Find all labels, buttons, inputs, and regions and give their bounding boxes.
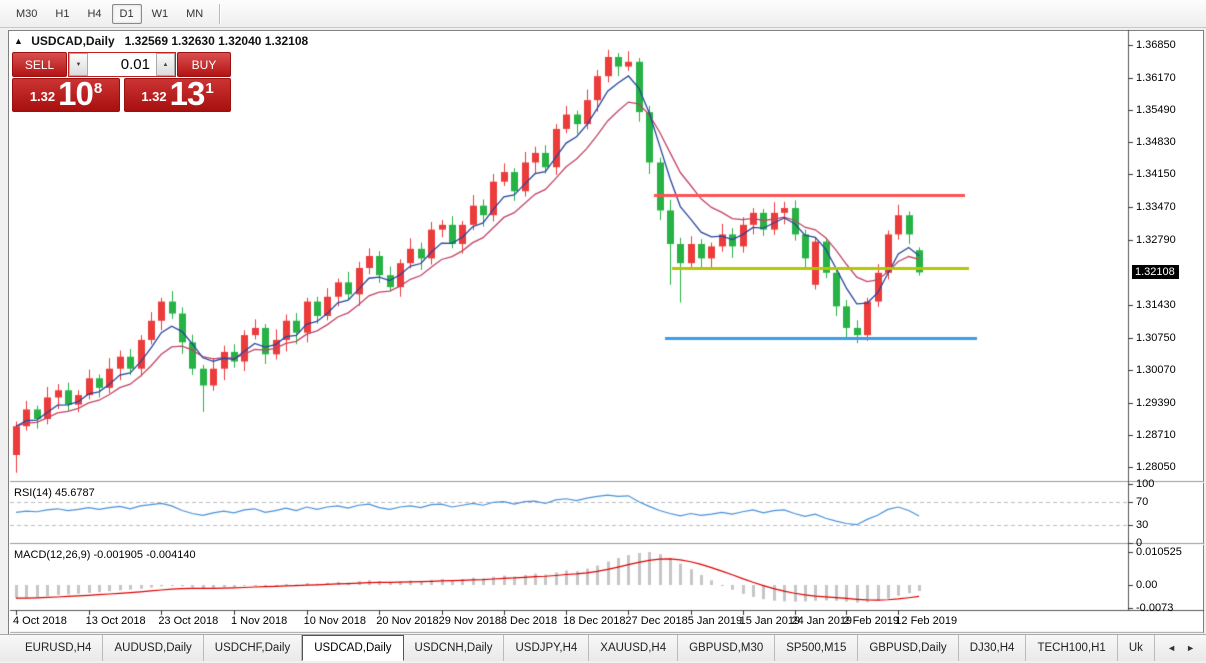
price-axis-tick: 1.36170 xyxy=(1136,71,1176,84)
macd-axis-tick: 0.010525 xyxy=(1136,545,1182,558)
tab-scroll-right[interactable]: ► xyxy=(1186,643,1195,653)
macd-axis-tick: 0.00 xyxy=(1136,579,1158,591)
symbol-tab-usdcnh[interactable]: USDCNH,Daily xyxy=(404,635,505,661)
sell-button[interactable]: SELL xyxy=(12,52,67,77)
time-axis-label: 27 Dec 2018 xyxy=(625,615,688,627)
rsi-axis-tick: 30 xyxy=(1136,519,1149,532)
one-click-trading-panel: SELL ▼ 0.01 ▲ BUY 1.32 10 8 1.32 13 1 xyxy=(12,52,231,112)
volume-increase-button[interactable]: ▲ xyxy=(156,53,175,76)
buy-price-point: 1 xyxy=(205,80,214,97)
symbol-tab-usdjpy[interactable]: USDJPY,H4 xyxy=(504,635,590,661)
symbol-tab-audusd[interactable]: AUDUSD,Daily xyxy=(103,635,204,661)
buy-price-pips: 13 xyxy=(169,75,206,112)
chart-title: ▲ USDCAD,Daily 1.32569 1.32630 1.32040 1… xyxy=(14,34,308,48)
symbol-direction-icon: ▲ xyxy=(14,36,23,46)
price-axis-tick: 1.30750 xyxy=(1136,331,1176,344)
time-axis-label: 24 Jan 2019 xyxy=(791,615,853,627)
buy-price-base: 1.32 xyxy=(141,89,167,104)
symbol-tab-tech100[interactable]: TECH100,H1 xyxy=(1026,635,1118,661)
sell-price-point: 8 xyxy=(93,80,103,97)
time-axis-label: 8 Dec 2018 xyxy=(500,615,558,627)
current-price-badge: 1.32108 xyxy=(1132,265,1179,280)
time-axis-label: 4 Oct 2018 xyxy=(13,615,67,627)
price-axis-tick: 1.36850 xyxy=(1136,39,1176,51)
time-axis-label: 29 Nov 2018 xyxy=(438,615,501,627)
price-axis-tick: 1.34830 xyxy=(1136,135,1176,148)
rsi-label: RSI(14) 45.6787 xyxy=(14,487,95,499)
symbol-tab-usdcad[interactable]: USDCAD,Daily xyxy=(302,635,404,661)
time-axis-label: 15 Jan 2019 xyxy=(739,615,801,627)
symbol-tab-uk[interactable]: Uk xyxy=(1118,635,1155,661)
symbol-tab-dj30[interactable]: DJ30,H4 xyxy=(959,635,1027,661)
time-axis-label: 18 Dec 2018 xyxy=(563,615,626,627)
price-axis-tick: 1.31430 xyxy=(1136,298,1176,311)
time-axis-label: 12 Feb 2019 xyxy=(895,615,958,627)
sell-price-button[interactable]: 1.32 10 8 xyxy=(12,75,120,112)
rsi-axis-tick: 70 xyxy=(1136,495,1149,508)
symbol-tab-xauusd[interactable]: XAUUSD,H4 xyxy=(589,635,679,661)
chart-title-ohlc: 1.32569 1.32630 1.32040 1.32108 xyxy=(124,34,309,48)
volume-decrease-button[interactable]: ▼ xyxy=(69,53,88,76)
macd-label: MACD(12,26,9) -0.001905 -0.004140 xyxy=(14,549,196,561)
time-axis-label: 13 Oct 2018 xyxy=(85,615,146,627)
symbol-tab-sp500[interactable]: SP500,M15 xyxy=(775,635,859,661)
price-axis-tick: 1.28050 xyxy=(1136,461,1176,473)
buy-price-button[interactable]: 1.32 13 1 xyxy=(124,75,231,112)
time-axis-label: 1 Nov 2018 xyxy=(230,615,288,627)
symbol-tab-bar: EURUSD,H4 AUDUSD,Daily USDCHF,Daily USDCAD,… xyxy=(0,634,1206,661)
time-axis-label: 5 Jan 2019 xyxy=(687,615,743,627)
macd-axis-tick: -0.0073 xyxy=(1136,601,1174,614)
price-axis-tick: 1.32790 xyxy=(1136,233,1176,246)
price-axis-tick: 1.35490 xyxy=(1136,104,1176,117)
rsi-axis-tick: 0 xyxy=(1136,537,1143,549)
price-axis-tick: 1.29390 xyxy=(1136,396,1176,409)
tab-scroll-left[interactable]: ◄ xyxy=(1167,643,1177,653)
buy-button[interactable]: BUY xyxy=(177,52,231,77)
volume-stepper: ▼ 0.01 ▲ xyxy=(68,52,176,77)
time-axis-label: 20 Nov 2018 xyxy=(376,615,439,627)
symbol-tab-gbpusd[interactable]: GBPUSD,Daily xyxy=(858,635,959,661)
symbol-tab-usdchf[interactable]: USDCHF,Daily xyxy=(204,635,303,661)
sell-price-pips: 10 xyxy=(58,75,94,112)
time-axis-label: 10 Nov 2018 xyxy=(303,615,367,627)
chart-title-symbol: USDCAD,Daily xyxy=(31,34,115,48)
volume-input[interactable]: 0.01 xyxy=(88,53,156,76)
rsi-axis-tick: 100 xyxy=(1136,478,1155,490)
price-axis-tick: 1.28710 xyxy=(1136,429,1176,442)
symbol-tab-gbpusd[interactable]: GBPUSD,M30 xyxy=(678,635,776,661)
sell-price-base: 1.32 xyxy=(29,89,56,104)
price-axis-tick: 1.33470 xyxy=(1136,201,1176,214)
price-axis-tick: 1.30070 xyxy=(1136,364,1176,377)
price-axis-tick: 1.34150 xyxy=(1136,168,1176,181)
symbol-tab-eurusd[interactable]: EURUSD,H4 xyxy=(14,635,104,661)
time-axis-label: 23 Oct 2018 xyxy=(158,615,219,627)
time-axis-label: 2 Feb 2019 xyxy=(843,615,900,627)
